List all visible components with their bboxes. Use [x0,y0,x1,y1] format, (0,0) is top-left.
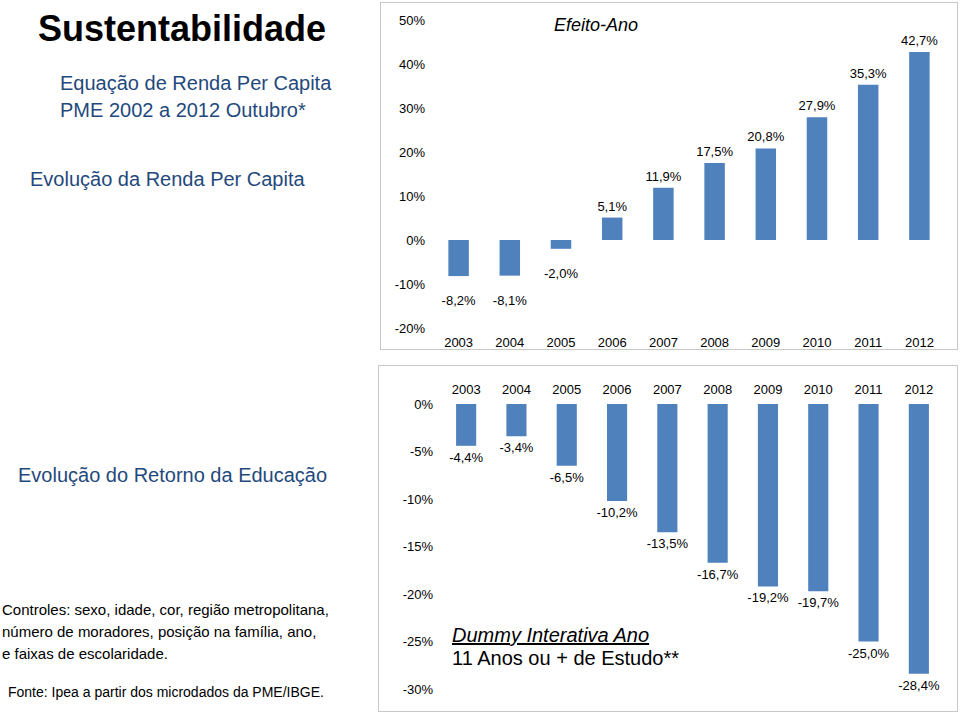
html-text:11 Anos ou + de Estudo**: 11 Anos ou + de Estudo** [452,647,679,669]
svg-text:35,3%: 35,3% [850,66,887,81]
html-text:Equação de Renda Per Capita: Equação de Renda Per Capita [60,72,332,94]
html-text:Controles: sexo, idade, cor, r: Controles: sexo, idade, cor, região metr… [2,601,329,618]
svg-text:-15%: -15% [403,539,434,554]
svg-text:2008: 2008 [700,335,729,349]
svg-text:2007: 2007 [649,335,678,349]
svg-text:20%: 20% [399,145,425,160]
svg-text:2010: 2010 [804,382,833,397]
svg-text:2009: 2009 [753,382,782,397]
svg-text:-30%: -30% [403,682,434,697]
svg-text:2011: 2011 [855,382,883,397]
html-text:Evolução do Retorno da Educaçã: Evolução do Retorno da Educação [18,464,328,486]
svg-text:-2,0%: -2,0% [544,266,578,281]
svg-text:2003: 2003 [444,335,473,349]
svg-text:2004: 2004 [502,382,531,397]
svg-text:2006: 2006 [598,335,627,349]
svg-text:2009: 2009 [751,335,780,349]
svg-text:2003: 2003 [452,382,481,397]
svg-text:2007: 2007 [653,382,682,397]
svg-text:2010: 2010 [803,335,832,349]
svg-text:-19,7%: -19,7% [798,595,840,610]
html-text:número de moradores, posição n: número de moradores, posição na família,… [2,623,317,640]
svg-text:2005: 2005 [547,335,576,349]
svg-text:-4,4%: -4,4% [449,450,483,465]
svg-text:50%: 50% [399,13,425,28]
svg-text:-8,2%: -8,2% [442,293,476,308]
svg-text:-10%: -10% [395,277,426,292]
svg-text:-13,5%: -13,5% [647,536,689,551]
html-text:Fonte: Ipea a partir dos micro: Fonte: Ipea a partir dos microdados da P… [8,684,324,700]
svg-text:2008: 2008 [703,382,732,397]
svg-text:-25,0%: -25,0% [848,646,890,661]
svg-text:-5%: -5% [410,444,434,459]
svg-text:10%: 10% [399,189,425,204]
svg-text:17,5%: 17,5% [696,144,733,159]
svg-text:5,1%: 5,1% [597,199,627,214]
svg-text:2006: 2006 [603,382,632,397]
svg-text:30%: 30% [399,101,425,116]
svg-text:-25%: -25% [403,634,434,649]
html-text:e faixas de escolaridade.: e faixas de escolaridade. [2,645,168,662]
svg-text:-16,7%: -16,7% [697,567,739,582]
html-text:Evolução da Renda Per Capita: Evolução da Renda Per Capita [30,168,305,190]
html-text:Sustentabilidade: Sustentabilidade [38,8,327,49]
svg-text:11,9%: 11,9% [645,169,681,184]
svg-text:42,7%: 42,7% [901,33,938,48]
svg-text:-10%: -10% [403,492,434,507]
svg-text:-8,1%: -8,1% [493,293,527,308]
svg-text:-20%: -20% [403,587,434,602]
svg-text:2005: 2005 [552,382,581,397]
svg-text:0%: 0% [414,397,433,412]
svg-text:2011: 2011 [854,335,882,349]
html-text:Dummy Interativa Ano: Dummy Interativa Ano [452,624,650,646]
svg-text:-6,5%: -6,5% [550,470,584,485]
svg-text:Efeito-Ano: Efeito-Ano [554,15,638,35]
svg-text:-20%: -20% [395,321,426,336]
svg-text:27,9%: 27,9% [799,98,836,113]
svg-text:-28,4%: -28,4% [898,678,940,693]
svg-text:-3,4%: -3,4% [499,440,533,455]
svg-text:20,8%: 20,8% [747,129,784,144]
svg-text:0%: 0% [406,233,425,248]
svg-text:-10,2%: -10,2% [596,505,638,520]
html-text:PME 2002 a 2012 Outubro*: PME 2002 a 2012 Outubro* [60,99,306,121]
svg-text:2004: 2004 [495,335,524,349]
svg-text:40%: 40% [399,57,425,72]
svg-text:-19,2%: -19,2% [747,590,789,605]
svg-text:2012: 2012 [904,382,933,397]
svg-text:2012: 2012 [905,335,934,349]
